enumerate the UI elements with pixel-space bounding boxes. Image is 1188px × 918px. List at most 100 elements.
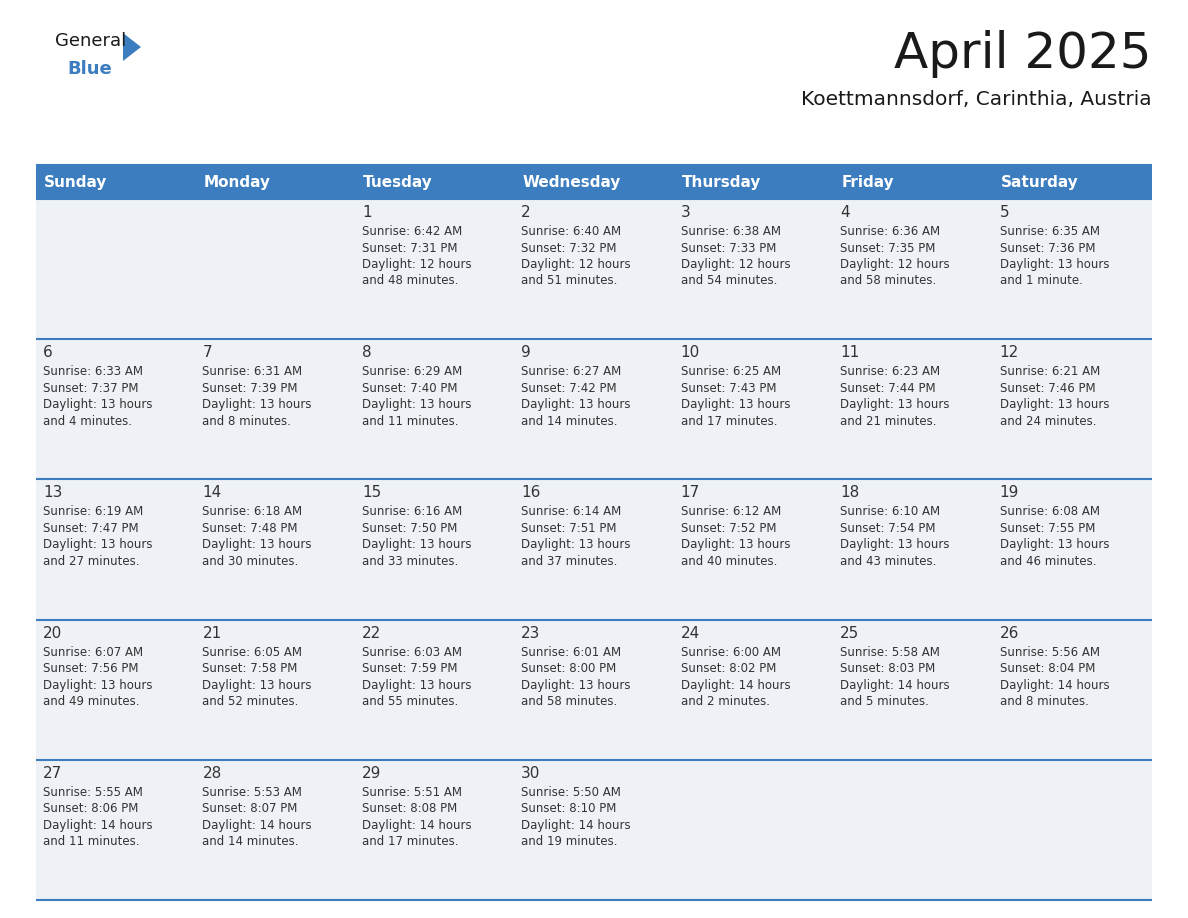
Text: Sunrise: 6:36 AM: Sunrise: 6:36 AM: [840, 225, 940, 238]
Bar: [196, 165, 355, 199]
Bar: [674, 339, 833, 479]
Text: and 27 minutes.: and 27 minutes.: [43, 554, 139, 568]
Text: Sunset: 8:00 PM: Sunset: 8:00 PM: [522, 662, 617, 675]
Bar: [196, 479, 355, 620]
Text: Daylight: 12 hours: Daylight: 12 hours: [840, 258, 949, 271]
Text: Sunset: 8:07 PM: Sunset: 8:07 PM: [202, 802, 298, 815]
Text: Sunrise: 6:29 AM: Sunrise: 6:29 AM: [362, 365, 462, 378]
Text: Sunset: 7:46 PM: Sunset: 7:46 PM: [999, 382, 1095, 395]
Text: Sunset: 7:59 PM: Sunset: 7:59 PM: [362, 662, 457, 675]
Text: Sunrise: 6:08 AM: Sunrise: 6:08 AM: [999, 506, 1100, 519]
Text: and 17 minutes.: and 17 minutes.: [362, 835, 459, 848]
Text: Sunrise: 5:53 AM: Sunrise: 5:53 AM: [202, 786, 302, 799]
Text: Sunset: 7:58 PM: Sunset: 7:58 PM: [202, 662, 298, 675]
Text: 7: 7: [202, 345, 211, 360]
Text: and 46 minutes.: and 46 minutes.: [999, 554, 1097, 568]
Text: 16: 16: [522, 486, 541, 500]
Bar: [36, 760, 196, 900]
Text: Daylight: 13 hours: Daylight: 13 hours: [202, 678, 312, 691]
Bar: [196, 760, 355, 900]
Text: and 40 minutes.: and 40 minutes.: [681, 554, 777, 568]
Text: Daylight: 14 hours: Daylight: 14 hours: [202, 819, 312, 832]
Text: Sunset: 7:55 PM: Sunset: 7:55 PM: [999, 522, 1095, 535]
Text: Daylight: 13 hours: Daylight: 13 hours: [522, 398, 631, 411]
Text: Daylight: 12 hours: Daylight: 12 hours: [522, 258, 631, 271]
Text: Sunset: 8:06 PM: Sunset: 8:06 PM: [43, 802, 138, 815]
Bar: [514, 165, 674, 199]
Bar: [992, 620, 1152, 760]
Text: Sunrise: 5:50 AM: Sunrise: 5:50 AM: [522, 786, 621, 799]
Text: 1: 1: [362, 205, 372, 220]
Text: Sunrise: 5:55 AM: Sunrise: 5:55 AM: [43, 786, 143, 799]
Text: Daylight: 12 hours: Daylight: 12 hours: [362, 258, 472, 271]
Text: 3: 3: [681, 205, 690, 220]
Text: and 11 minutes.: and 11 minutes.: [43, 835, 139, 848]
Text: Sunrise: 5:51 AM: Sunrise: 5:51 AM: [362, 786, 462, 799]
Text: Sunrise: 6:07 AM: Sunrise: 6:07 AM: [43, 645, 143, 658]
Bar: [514, 199, 674, 339]
Text: Sunrise: 6:33 AM: Sunrise: 6:33 AM: [43, 365, 143, 378]
Bar: [196, 620, 355, 760]
Text: 29: 29: [362, 766, 381, 781]
Text: Sunrise: 6:27 AM: Sunrise: 6:27 AM: [522, 365, 621, 378]
Text: Daylight: 13 hours: Daylight: 13 hours: [840, 538, 949, 552]
Bar: [36, 165, 196, 199]
Text: Monday: Monday: [203, 174, 271, 189]
Text: Sunrise: 6:19 AM: Sunrise: 6:19 AM: [43, 506, 144, 519]
Text: and 54 minutes.: and 54 minutes.: [681, 274, 777, 287]
Text: and 11 minutes.: and 11 minutes.: [362, 415, 459, 428]
Bar: [674, 165, 833, 199]
Text: and 58 minutes.: and 58 minutes.: [840, 274, 936, 287]
Bar: [674, 620, 833, 760]
Text: Sunrise: 5:58 AM: Sunrise: 5:58 AM: [840, 645, 940, 658]
Text: Wednesday: Wednesday: [523, 174, 620, 189]
Bar: [833, 165, 992, 199]
Text: Saturday: Saturday: [1000, 174, 1079, 189]
Text: Sunset: 7:37 PM: Sunset: 7:37 PM: [43, 382, 139, 395]
Bar: [833, 339, 992, 479]
Text: Sunrise: 6:42 AM: Sunrise: 6:42 AM: [362, 225, 462, 238]
Text: Sunset: 7:52 PM: Sunset: 7:52 PM: [681, 522, 776, 535]
Text: 17: 17: [681, 486, 700, 500]
Text: Daylight: 13 hours: Daylight: 13 hours: [43, 678, 152, 691]
Text: Daylight: 14 hours: Daylight: 14 hours: [840, 678, 949, 691]
Text: Daylight: 13 hours: Daylight: 13 hours: [522, 538, 631, 552]
Text: and 24 minutes.: and 24 minutes.: [999, 415, 1097, 428]
Text: Sunday: Sunday: [44, 174, 107, 189]
Bar: [514, 620, 674, 760]
Text: 25: 25: [840, 625, 859, 641]
Bar: [36, 199, 196, 339]
Text: Sunrise: 6:05 AM: Sunrise: 6:05 AM: [202, 645, 303, 658]
Text: Tuesday: Tuesday: [362, 174, 432, 189]
Text: Sunrise: 6:38 AM: Sunrise: 6:38 AM: [681, 225, 781, 238]
Text: Daylight: 12 hours: Daylight: 12 hours: [681, 258, 790, 271]
Text: General: General: [55, 32, 126, 50]
Bar: [36, 620, 196, 760]
Text: Sunset: 7:47 PM: Sunset: 7:47 PM: [43, 522, 139, 535]
Text: and 14 minutes.: and 14 minutes.: [202, 835, 299, 848]
Text: Daylight: 13 hours: Daylight: 13 hours: [999, 398, 1110, 411]
Text: Daylight: 13 hours: Daylight: 13 hours: [681, 398, 790, 411]
Text: Daylight: 13 hours: Daylight: 13 hours: [202, 538, 312, 552]
Text: 6: 6: [43, 345, 52, 360]
Text: Sunset: 7:36 PM: Sunset: 7:36 PM: [999, 241, 1095, 254]
Text: and 37 minutes.: and 37 minutes.: [522, 554, 618, 568]
Text: Sunset: 7:50 PM: Sunset: 7:50 PM: [362, 522, 457, 535]
Text: Daylight: 13 hours: Daylight: 13 hours: [362, 538, 472, 552]
Text: Sunset: 7:44 PM: Sunset: 7:44 PM: [840, 382, 936, 395]
Text: Blue: Blue: [67, 60, 112, 78]
Text: Daylight: 13 hours: Daylight: 13 hours: [681, 538, 790, 552]
Text: Sunrise: 6:14 AM: Sunrise: 6:14 AM: [522, 506, 621, 519]
Text: and 14 minutes.: and 14 minutes.: [522, 415, 618, 428]
Text: Sunset: 7:54 PM: Sunset: 7:54 PM: [840, 522, 936, 535]
Bar: [992, 339, 1152, 479]
Text: and 8 minutes.: and 8 minutes.: [202, 415, 291, 428]
Bar: [833, 620, 992, 760]
Text: 19: 19: [999, 486, 1019, 500]
Text: Daylight: 14 hours: Daylight: 14 hours: [522, 819, 631, 832]
Bar: [833, 199, 992, 339]
Text: 8: 8: [362, 345, 372, 360]
Text: Sunset: 8:03 PM: Sunset: 8:03 PM: [840, 662, 935, 675]
Text: 26: 26: [999, 625, 1019, 641]
Text: Thursday: Thursday: [682, 174, 762, 189]
